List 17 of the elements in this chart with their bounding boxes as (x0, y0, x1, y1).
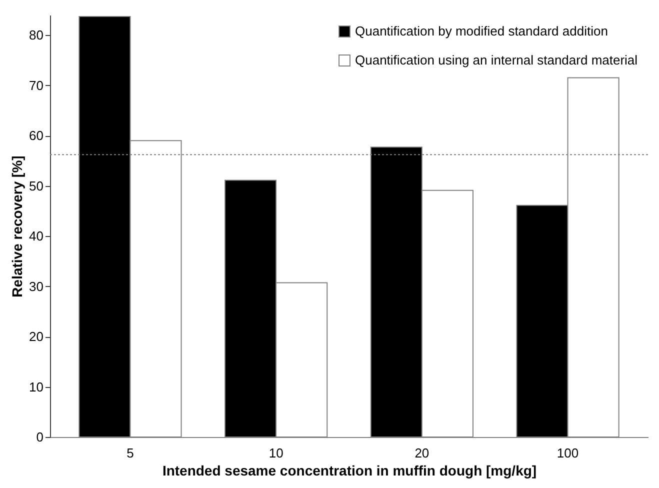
y-tick-label: 30 (29, 278, 44, 294)
y-tick-label: 40 (29, 228, 44, 244)
x-tick-label: 10 (268, 446, 284, 460)
y-axis-title: Relative recovery [%] (9, 156, 26, 298)
x-tick-label: 5 (126, 446, 134, 460)
y-tick-label: 80 (29, 28, 44, 43)
legend-label: Quantification by modified standard addition (355, 24, 608, 38)
y-tick-label: 20 (29, 329, 44, 344)
y-tick-label: 50 (29, 178, 44, 194)
y-tick-label: 10 (29, 379, 44, 394)
x-axis-title: Intended sesame concentration in muffin dough [mg/kg] (162, 462, 537, 478)
legend-label: Quantification using an internal standard material (355, 52, 638, 68)
y-tick-label: 60 (29, 128, 44, 144)
y-tick-label: 70 (29, 78, 44, 93)
x-tick-label: 20 (414, 446, 430, 460)
x-tick-label: 100 (556, 446, 579, 460)
y-tick-label: 0 (36, 430, 44, 444)
